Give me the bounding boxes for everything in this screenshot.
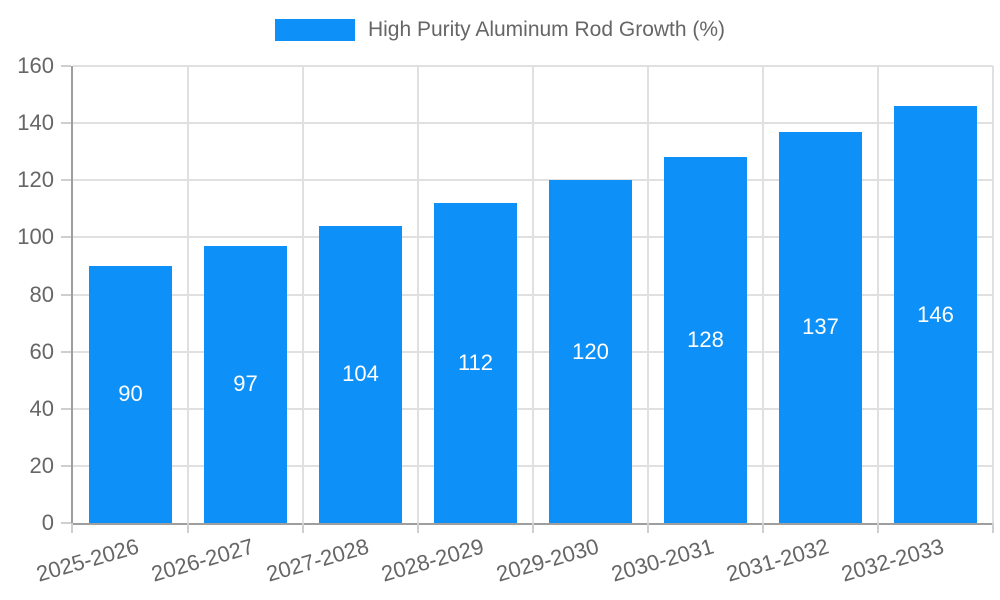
v-gridline — [992, 66, 994, 523]
x-tick-mark — [71, 523, 73, 533]
legend: High Purity Aluminum Rod Growth (%) — [0, 18, 1000, 42]
y-tick-mark — [61, 350, 71, 353]
v-gridline — [187, 66, 189, 523]
legend-swatch — [274, 19, 355, 41]
y-tick-label: 100 — [17, 224, 54, 250]
plot-area: 0 20 40 60 80 100 120 140 160 90 97 104 112 120 128 137… — [17, 54, 994, 587]
bar[interactable]: 137 — [779, 131, 862, 523]
y-tick-label: 40 — [29, 395, 54, 421]
y-tick-label: 80 — [29, 281, 54, 307]
bar[interactable]: 112 — [434, 203, 517, 523]
x-tick-mark — [532, 523, 534, 533]
y-tick-label: 0 — [41, 510, 54, 535]
x-tick-label: 2029-2030 — [493, 533, 602, 587]
bar-value-label: 146 — [917, 301, 954, 327]
bar[interactable]: 146 — [894, 106, 977, 523]
y-tick-mark — [61, 65, 71, 67]
x-tick-mark — [992, 523, 994, 533]
y-tick-label: 60 — [29, 338, 54, 364]
y-tick-mark — [61, 407, 71, 410]
x-tick-label: 2032-2033 — [838, 533, 947, 587]
bar[interactable]: 90 — [89, 265, 172, 523]
bar-value-label: 120 — [572, 338, 609, 364]
bar[interactable]: 120 — [549, 180, 632, 523]
x-tick-mark — [877, 523, 879, 533]
y-tick-label: 20 — [29, 452, 54, 478]
v-gridline — [762, 66, 764, 523]
y-tick-label: 140 — [17, 110, 54, 136]
x-tick-label: 2028-2029 — [378, 533, 487, 587]
y-axis-line — [71, 66, 73, 533]
bar-value-label: 137 — [802, 314, 839, 340]
bar[interactable]: 104 — [319, 225, 402, 523]
y-tick-mark — [61, 236, 71, 239]
bar[interactable]: 128 — [664, 157, 747, 523]
bar-value-label: 90 — [118, 381, 143, 407]
y-tick-label: 120 — [17, 167, 54, 193]
legend-label: High Purity Aluminum Rod Growth (%) — [367, 18, 726, 41]
y-tick-mark — [61, 122, 71, 125]
y-tick-mark — [61, 293, 71, 296]
x-tick-mark — [762, 523, 764, 533]
bar-value-label: 112 — [457, 350, 494, 376]
v-gridline — [302, 66, 304, 523]
x-tick-mark — [302, 523, 304, 533]
v-gridline — [417, 66, 419, 523]
x-tick-mark — [187, 523, 189, 533]
bar-value-label: 97 — [233, 371, 258, 397]
bar[interactable]: 97 — [204, 245, 287, 523]
bar-value-label: 128 — [687, 327, 724, 353]
x-tick-label: 2026-2027 — [148, 533, 257, 587]
x-tick-mark — [647, 523, 649, 533]
y-tick-mark — [61, 464, 71, 467]
legend-item[interactable]: High Purity Aluminum Rod Growth (%) — [274, 18, 726, 42]
x-tick-label: 2025-2026 — [33, 533, 142, 587]
x-tick-label: 2027-2028 — [263, 533, 372, 587]
y-tick-mark — [61, 522, 71, 524]
x-tick-label: 2030-2031 — [608, 533, 717, 587]
x-tick-mark — [417, 523, 419, 533]
x-tick-label: 2031-2032 — [723, 533, 832, 587]
y-tick-label: 160 — [17, 53, 54, 78]
v-gridline — [647, 66, 649, 523]
v-gridline — [877, 66, 879, 523]
bar-value-label: 104 — [342, 361, 379, 387]
y-tick-mark — [61, 179, 71, 182]
v-gridline — [532, 66, 534, 523]
